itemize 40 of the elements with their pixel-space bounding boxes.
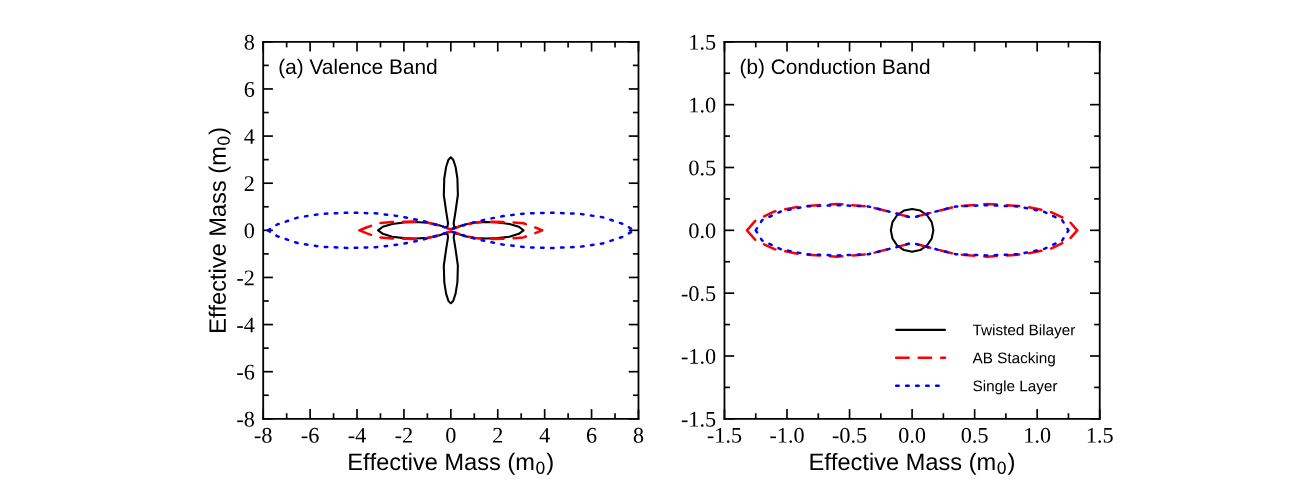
y-tick-label: -1.0 xyxy=(681,348,716,365)
legend-label: Twisted Bilayer xyxy=(972,324,1076,339)
y-tick-label: 4 xyxy=(244,129,255,144)
legend-label: AB Stacking xyxy=(972,352,1055,367)
x-tick-label: 2 xyxy=(493,427,503,443)
x-tick-label: -1.0 xyxy=(770,427,804,443)
y-tick-label: -2 xyxy=(237,270,254,286)
y-tick-label: 0.0 xyxy=(689,223,716,239)
y-tick-label: 2 xyxy=(244,176,254,191)
y-tick-label: 0 xyxy=(244,223,255,239)
text: (b) Conduction Band xyxy=(740,58,930,79)
x-tick-label: -8 xyxy=(254,427,272,443)
y-tick-label: 8 xyxy=(244,34,255,50)
y-tick-label: 1.5 xyxy=(690,34,716,50)
y-tick-label: 1.0 xyxy=(690,97,716,113)
x-axis-title: Effective Mass (m$_{0}$) xyxy=(810,452,1014,475)
text: (a) Valence Band xyxy=(279,58,437,79)
x-tick-label: 0 xyxy=(446,427,456,443)
x-tick-label: -0.5 xyxy=(832,427,867,443)
x-tick-label: -2 xyxy=(395,427,412,443)
y-tick-label: 0.5 xyxy=(689,160,716,176)
y-tick-label: -8 xyxy=(237,411,255,427)
x-tick-label: -1.5 xyxy=(707,427,742,443)
y-tick-label: -6 xyxy=(237,364,255,380)
x-tick-label: 0.0 xyxy=(899,427,926,443)
x-tick-label: -6 xyxy=(301,427,319,443)
x-tick-label: 8 xyxy=(633,427,644,443)
y-axis-title: Effective Mass (m$_{0}$) xyxy=(208,128,231,332)
x-tick-label: 1.0 xyxy=(1025,427,1051,443)
x-tick-label: 6 xyxy=(586,427,597,443)
y-tick-label: 6 xyxy=(244,81,255,97)
y-tick-label: -0.5 xyxy=(681,286,716,302)
y-tick-label: -1.5 xyxy=(681,411,716,427)
x-tick-label: 0.5 xyxy=(961,427,988,443)
y-tick-label: -4 xyxy=(237,317,255,333)
x-tick-label: -4 xyxy=(348,427,366,443)
legend-label: Single Layer xyxy=(973,380,1058,395)
x-axis-title: Effective Mass (m$_{0}$) xyxy=(349,452,553,475)
x-tick-label: 4 xyxy=(539,427,550,443)
x-tick-label: 1.5 xyxy=(1087,427,1113,443)
